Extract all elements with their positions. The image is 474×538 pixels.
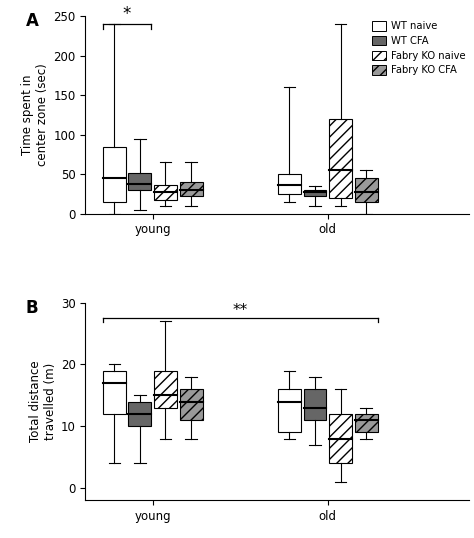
Bar xyxy=(355,414,378,433)
Bar xyxy=(154,371,177,408)
Bar xyxy=(303,389,327,420)
Text: A: A xyxy=(26,12,39,30)
Bar xyxy=(154,185,177,200)
Y-axis label: Time spent in
center zone (sec): Time spent in center zone (sec) xyxy=(21,63,49,166)
Bar xyxy=(303,190,327,196)
Bar xyxy=(329,414,352,463)
Bar xyxy=(103,146,126,202)
Bar xyxy=(278,174,301,194)
Text: **: ** xyxy=(233,302,248,317)
Text: *: * xyxy=(123,5,131,23)
Y-axis label: Total distance
travelled (m): Total distance travelled (m) xyxy=(28,360,56,442)
Bar xyxy=(278,389,301,433)
Bar xyxy=(355,178,378,202)
Legend: WT naive, WT CFA, Fabry KO naive, Fabry KO CFA: WT naive, WT CFA, Fabry KO naive, Fabry … xyxy=(371,19,468,77)
Bar xyxy=(180,182,202,196)
Bar xyxy=(103,371,126,414)
Bar xyxy=(329,119,352,198)
Bar xyxy=(128,401,151,426)
Bar xyxy=(180,389,202,420)
Text: B: B xyxy=(26,299,38,317)
Bar xyxy=(128,173,151,190)
